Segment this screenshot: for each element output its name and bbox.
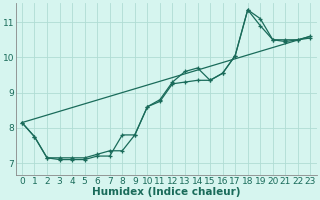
X-axis label: Humidex (Indice chaleur): Humidex (Indice chaleur) (92, 187, 240, 197)
